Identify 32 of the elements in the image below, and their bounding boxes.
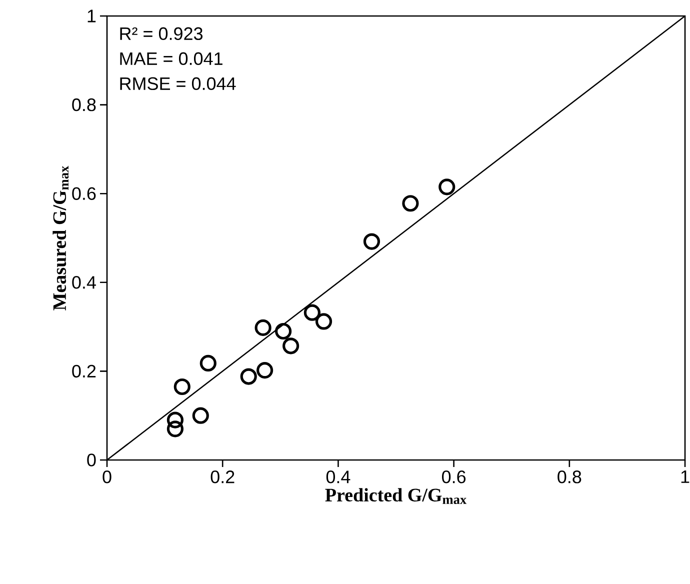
y-tick-label: 0.8 <box>72 98 96 112</box>
y-tick-label: 0.6 <box>72 187 96 200</box>
point <box>282 338 300 354</box>
annotation: R² = 0.923 <box>120 27 203 40</box>
x-tick-label: 0.4 <box>326 470 350 484</box>
x-tick-label: 0.8 <box>558 470 582 484</box>
x-tick-label: 0.2 <box>210 470 234 484</box>
point <box>166 420 184 438</box>
point <box>402 195 419 212</box>
x-tick-label: 0 <box>102 470 112 484</box>
point <box>240 368 257 385</box>
point <box>166 412 184 428</box>
point <box>254 319 272 336</box>
x-tick-label: 1 <box>681 470 690 483</box>
point <box>438 178 456 196</box>
y-tick-label: 1 <box>88 10 96 22</box>
y-tick-label: 0 <box>87 454 96 466</box>
point <box>256 362 274 379</box>
point <box>192 407 209 424</box>
x-tick-label: 0.6 <box>442 470 466 484</box>
point <box>363 233 380 250</box>
point <box>304 304 320 321</box>
point <box>200 354 216 372</box>
y-axis-title: Measured G/G$_{max}$ <box>52 166 69 310</box>
point <box>274 322 292 340</box>
point <box>315 313 332 330</box>
point <box>174 378 190 396</box>
annotation: MAE = 0.041 <box>120 52 222 66</box>
y-tick-label: 0.2 <box>72 364 96 378</box>
annotation: RMSE = 0.044 <box>120 77 236 90</box>
y-tick-label: 0.4 <box>72 276 96 289</box>
x-axis-title: Predicted G/G$_{max}$ <box>325 488 467 504</box>
